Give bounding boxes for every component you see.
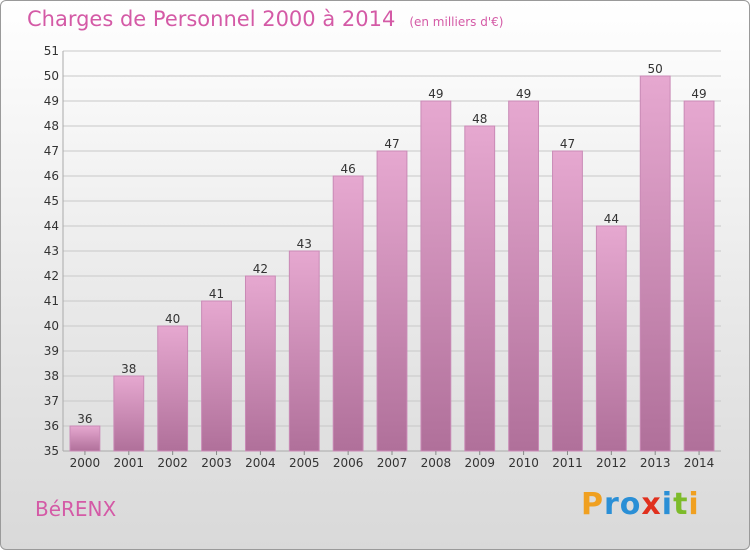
x-tick-label: 2011 [552,456,583,470]
data-label: 49 [516,87,531,101]
y-tick-label: 41 [44,294,59,308]
data-label: 44 [604,212,619,226]
y-tick-label: 44 [44,219,59,233]
x-tick-label: 2012 [596,456,627,470]
bar [201,300,232,452]
y-tick-label: 38 [44,369,59,383]
bar [332,175,364,452]
y-tick-label: 45 [44,194,59,208]
logo-letter: x [641,487,662,522]
data-label: 49 [691,87,706,101]
y-tick-label: 35 [44,444,59,458]
logo-letter: r [604,487,620,522]
bar [244,275,276,452]
x-tick-label: 2005 [289,456,320,470]
chart-title-text: Charges de Personnel 2000 à 2014 [27,7,396,31]
data-label: 50 [648,62,663,76]
data-label: 42 [253,262,268,276]
y-tick-label: 46 [44,169,59,183]
logo-letter: t [673,487,689,522]
bar [420,100,452,452]
logo-letter: o [619,487,642,522]
bar [508,100,540,452]
y-tick-label: 37 [44,394,59,408]
bar [464,125,496,452]
data-label: 48 [472,112,487,126]
x-tick-label: 2003 [201,456,232,470]
data-label: 49 [428,87,443,101]
y-tick-label: 49 [44,94,59,108]
data-label: 38 [121,362,136,376]
data-label: 46 [340,162,355,176]
x-tick-label: 2004 [245,456,276,470]
y-tick-label: 48 [44,119,59,133]
x-tick-label: 2014 [684,456,715,470]
bar [157,325,189,452]
x-tick-label: 2000 [70,456,101,470]
data-label: 36 [77,412,92,426]
bar [288,250,320,452]
logo-letter: i [661,487,674,522]
y-tick-label: 36 [44,419,59,433]
data-label: 40 [165,312,180,326]
y-tick-label: 50 [44,69,59,83]
x-tick-label: 2002 [157,456,188,470]
bar [113,375,145,452]
bar [376,150,408,452]
bar [69,425,101,452]
logo-letter: i [688,487,700,522]
x-tick-label: 2010 [508,456,539,470]
y-tick-label: 40 [44,319,59,333]
bar [639,75,671,452]
x-tick-label: 2013 [640,456,671,470]
data-label: 41 [209,287,224,301]
y-tick-label: 43 [44,244,59,258]
data-label: 47 [560,137,575,151]
y-tick-label: 39 [44,344,59,358]
data-label: 43 [297,237,312,251]
y-tick-label: 51 [44,44,59,58]
x-tick-label: 2006 [333,456,364,470]
proxiti-logo: Proxiti [581,487,700,522]
x-tick-label: 2009 [464,456,495,470]
bar [552,150,583,452]
chart-subtitle: (en milliers d'€) [409,15,504,29]
x-tick-label: 2008 [421,456,452,470]
x-tick-label: 2001 [114,456,145,470]
commune-name: BéRENX [35,497,117,521]
y-tick-label: 42 [44,269,59,283]
bar [683,100,715,452]
bar [595,225,627,452]
data-label: 47 [384,137,399,151]
logo-letter: P [581,487,604,522]
x-tick-label: 2007 [377,456,408,470]
chart-title: Charges de Personnel 2000 à 2014 (en mill… [27,7,503,31]
y-tick-label: 47 [44,144,59,158]
